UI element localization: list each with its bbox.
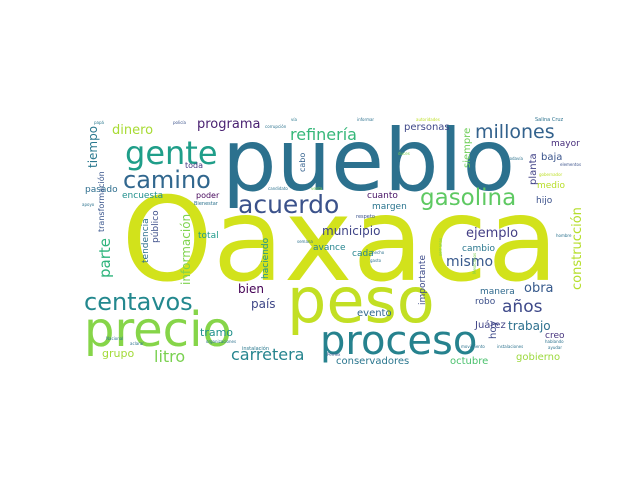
word: aclarar [130,341,144,346]
word: años [502,297,543,317]
word: manera [480,287,515,297]
word: cada [352,249,374,259]
word: siempre [462,128,473,168]
word: cambio [462,244,495,254]
word: tendencia [141,218,151,263]
word: trabajo [508,319,551,333]
word: país [251,297,276,311]
word: total [198,231,219,241]
word: pueblo [222,111,515,211]
word: refinería [290,125,357,144]
word: hoy [488,321,499,339]
word: litro [154,347,185,366]
word: autoridades [416,117,440,122]
word: millones [475,121,555,143]
word: Bienestar [194,201,219,207]
word: precio [84,302,232,358]
word: proceso [320,318,477,364]
word: Nacional [106,336,123,341]
word: evento [357,308,392,319]
word: encuesta [122,191,163,201]
word: peso [287,264,435,337]
word: robo [475,297,496,307]
word: cuanto [367,191,398,201]
word: planta [528,153,539,185]
word: policía [173,120,187,125]
word: Mexicanos [472,253,477,274]
word: respeto [356,214,375,220]
word: baja [541,152,562,163]
word: hablando [545,339,564,344]
word: construcción [570,207,585,290]
word: venta [311,186,323,191]
word: instalaciones [497,344,523,349]
word: semanas [438,238,443,256]
word: toda [185,161,203,170]
word: bien [238,282,264,296]
word: público [151,210,161,243]
word: mismo [446,254,493,270]
word: pasado [85,185,118,195]
word: movimiento [461,344,485,349]
word: gobernador [539,172,563,177]
word: gasolina [420,185,516,211]
word: tiempo [86,126,100,168]
word: avance [313,243,346,253]
word: Oaxaca [122,173,559,308]
word: gasto [370,258,382,263]
word: dinero [112,123,153,138]
word: parte [96,238,114,278]
word: hijo [536,196,553,206]
word: carretera [231,345,304,364]
word: vía [291,117,297,122]
word: informar [357,117,374,122]
word: hecho [372,250,385,255]
word: organizaciones [206,339,236,344]
word: elementos [560,162,581,167]
word: centavos [84,288,193,316]
word: mayor [551,139,580,149]
word: medio [537,181,566,191]
word: margen [372,202,407,212]
word: cabo [298,153,307,172]
word: municipio [322,224,380,238]
word: acuerdo [238,190,339,219]
word: poder [196,191,220,200]
word: creo [545,331,565,341]
word: apoyo [82,202,95,207]
word: Juárez [474,319,506,331]
word: camino [123,166,211,194]
word: ayudar [548,345,562,350]
word-layer: Oaxaca pueblo peso precio proceso gente … [82,111,585,367]
word: corrupción [265,124,287,129]
word: Salina Cruz [535,117,564,123]
word: información [179,214,193,285]
word: Pemex [327,352,341,357]
word: gente [125,134,218,172]
word: instalación [242,345,269,352]
word: octubre [450,356,488,367]
word: candidato [268,186,288,191]
word: programa [197,117,260,132]
word: obra [524,281,554,296]
word: importante [418,255,428,305]
word: semana [297,239,313,244]
word: grupo [102,347,134,360]
word: tramo [200,326,233,339]
word: hombre [556,233,572,238]
word: todavía [508,156,523,161]
word: haciendo [261,237,271,279]
word: transformación [96,171,106,232]
word: ejemplo [466,226,518,241]
word: gobierno [516,352,560,363]
word: papá [94,120,105,125]
word: personas [404,122,450,133]
word: duces [398,151,410,156]
word: conservadores [336,356,409,367]
